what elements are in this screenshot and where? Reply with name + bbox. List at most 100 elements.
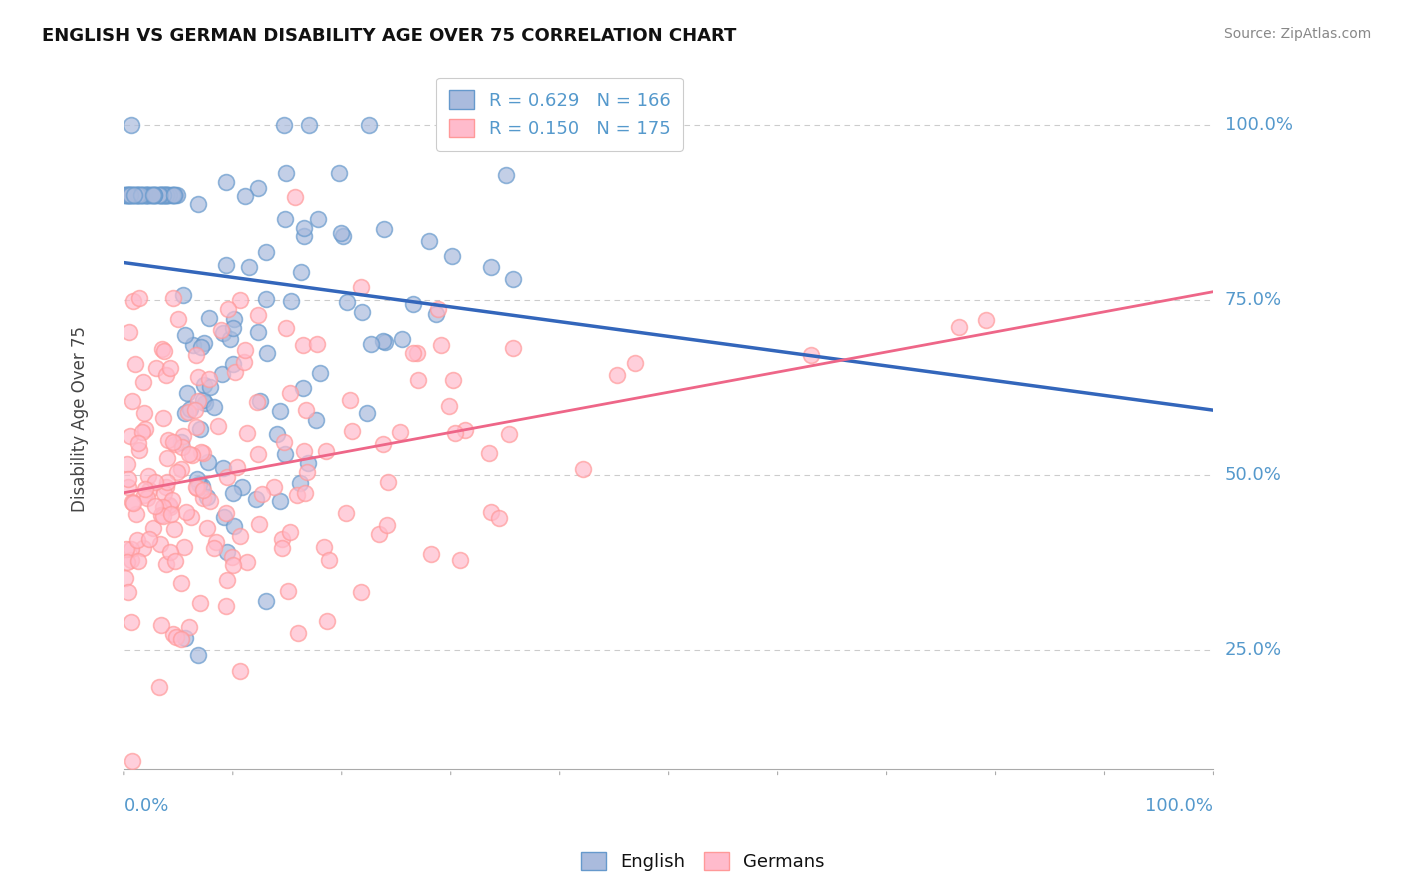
Point xyxy=(312,540,335,554)
Point xyxy=(115,187,138,202)
Point xyxy=(212,326,235,340)
Point xyxy=(172,287,194,301)
Point xyxy=(315,614,337,628)
Text: ENGLISH VS GERMAN DISABILITY AGE OVER 75 CORRELATION CHART: ENGLISH VS GERMAN DISABILITY AGE OVER 75… xyxy=(42,27,737,45)
Point xyxy=(159,544,181,558)
Point xyxy=(121,495,143,509)
Point xyxy=(190,445,212,459)
Point xyxy=(191,483,214,497)
Point xyxy=(197,490,219,504)
Point xyxy=(308,211,330,226)
Point xyxy=(162,187,184,202)
Point xyxy=(235,555,257,569)
Point xyxy=(172,429,194,443)
Point xyxy=(136,469,159,483)
Point xyxy=(177,620,200,634)
Point xyxy=(131,187,153,202)
Point xyxy=(495,168,517,182)
Point xyxy=(155,187,177,202)
Point xyxy=(114,541,136,556)
Point xyxy=(263,479,285,493)
Point xyxy=(494,128,516,143)
Point xyxy=(197,372,219,386)
Point xyxy=(152,486,174,500)
Text: Source: ZipAtlas.com: Source: ZipAtlas.com xyxy=(1223,27,1371,41)
Point xyxy=(120,429,142,443)
Point xyxy=(215,573,238,587)
Point xyxy=(184,402,207,417)
Point xyxy=(129,187,152,202)
Point xyxy=(222,320,245,334)
Point xyxy=(305,337,328,351)
Point xyxy=(120,118,142,132)
Point xyxy=(121,187,143,202)
Point xyxy=(138,483,160,497)
Point xyxy=(371,437,394,451)
Point xyxy=(430,337,453,351)
Point xyxy=(170,632,193,646)
Point xyxy=(179,402,201,417)
Point xyxy=(170,435,193,450)
Point xyxy=(207,419,229,434)
Point xyxy=(157,187,180,202)
Point xyxy=(139,187,162,202)
Point xyxy=(373,222,395,236)
Point xyxy=(502,341,524,355)
Point xyxy=(217,301,239,316)
Point xyxy=(127,187,149,202)
Point xyxy=(269,404,291,418)
Point xyxy=(444,425,467,440)
Point xyxy=(350,584,373,599)
Point xyxy=(132,541,155,555)
Point xyxy=(148,681,170,695)
Point xyxy=(156,187,179,202)
Point xyxy=(177,447,200,461)
Point xyxy=(418,234,440,248)
Point xyxy=(426,302,449,317)
Point xyxy=(121,187,143,202)
Point xyxy=(132,406,155,420)
Point xyxy=(143,475,166,489)
Point xyxy=(117,187,139,202)
Point xyxy=(152,508,174,523)
Point xyxy=(198,493,221,508)
Point xyxy=(120,541,142,556)
Point xyxy=(292,221,315,235)
Point xyxy=(498,427,520,442)
Point xyxy=(187,369,209,384)
Point xyxy=(152,187,174,202)
Point xyxy=(342,424,364,438)
Point xyxy=(145,187,167,202)
Point xyxy=(143,187,166,202)
Point xyxy=(166,465,188,479)
Point xyxy=(170,575,193,590)
Point xyxy=(215,258,238,272)
Point xyxy=(149,187,172,202)
Point xyxy=(212,460,235,475)
Point xyxy=(606,368,628,382)
Point xyxy=(190,479,212,493)
Point xyxy=(152,410,174,425)
Point xyxy=(156,451,179,466)
Point xyxy=(294,486,316,500)
Point xyxy=(224,365,246,379)
Point xyxy=(187,394,209,409)
Point xyxy=(132,187,155,202)
Point xyxy=(121,754,143,768)
Point xyxy=(124,357,146,371)
Point xyxy=(156,187,179,202)
Point xyxy=(254,244,277,259)
Point xyxy=(236,425,259,440)
Point xyxy=(162,435,184,450)
Point xyxy=(391,332,413,346)
Point xyxy=(163,522,186,536)
Point xyxy=(193,378,215,392)
Point xyxy=(479,505,502,519)
Point xyxy=(173,631,195,645)
Point xyxy=(134,422,156,436)
Point xyxy=(114,187,136,202)
Point xyxy=(309,367,332,381)
Text: 50.0%: 50.0% xyxy=(1225,466,1281,483)
Point xyxy=(191,491,214,506)
Point xyxy=(198,380,221,394)
